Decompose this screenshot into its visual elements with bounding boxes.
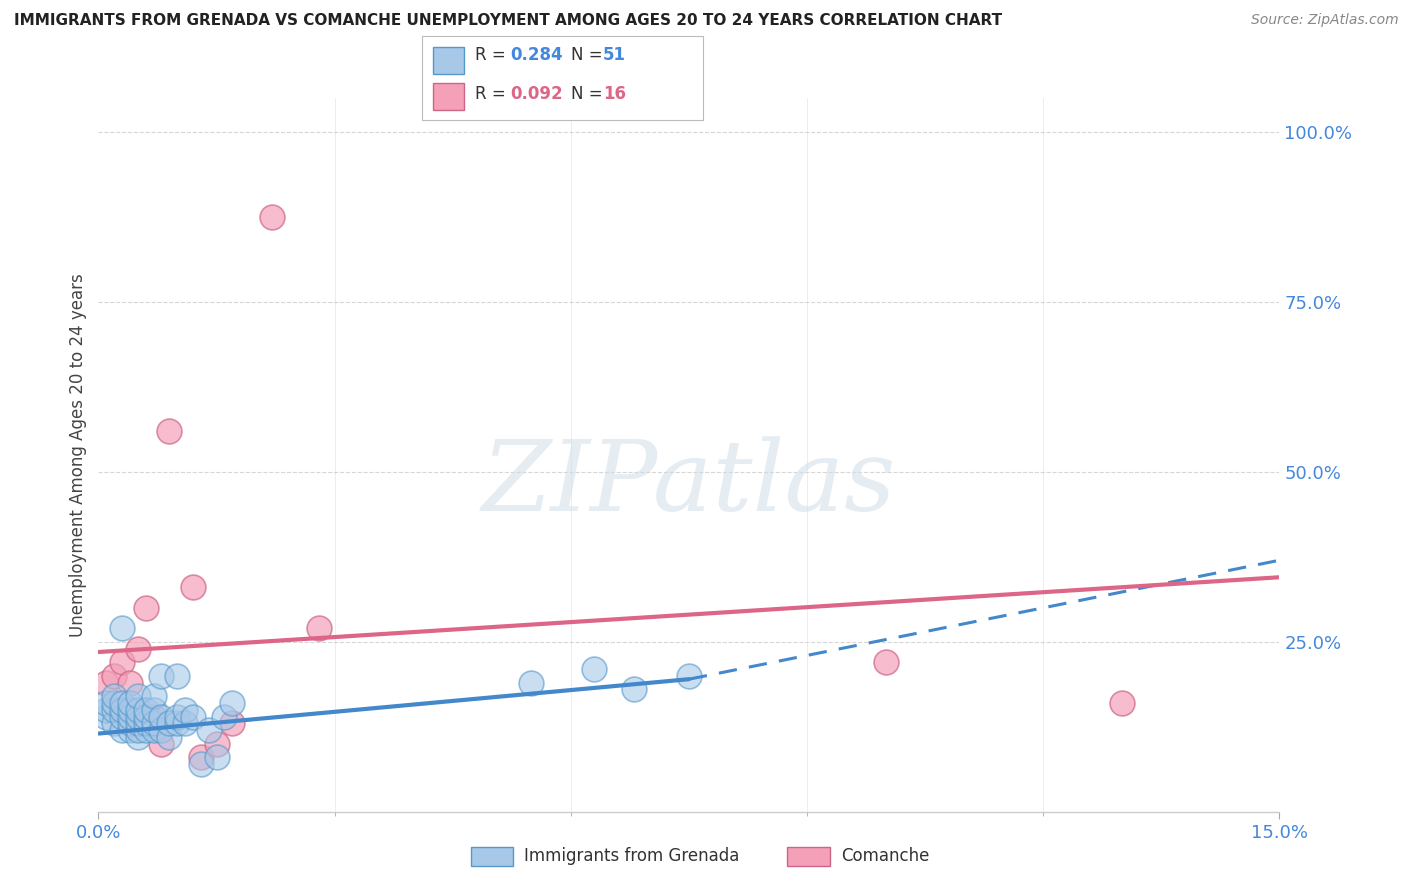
Point [875,655,897,669]
Point [103,703,125,717]
Y-axis label: Unemployment Among Ages 20 to 24 years: Unemployment Among Ages 20 to 24 years [69,273,87,637]
Point [190,750,212,764]
Point [127,641,149,656]
Point [214,709,236,723]
Point [111,655,134,669]
Point [221,696,243,710]
Point [181,709,204,723]
Point [166,669,188,683]
Point [150,723,173,738]
Point [1111,696,1133,710]
Point [103,669,125,683]
Point [127,730,149,744]
Point [96,675,118,690]
Point [127,689,149,703]
Point [174,703,197,717]
Point [150,737,173,751]
Text: ZIPatlas: ZIPatlas [482,436,896,531]
Point [205,750,228,764]
Point [127,723,149,738]
Point [111,696,134,710]
Text: 0.284: 0.284 [510,46,562,64]
Point [142,689,165,703]
Point [150,669,173,683]
Point [157,730,180,744]
Point [127,709,149,723]
Point [135,709,157,723]
Point [166,709,188,723]
Point [118,723,141,738]
Point [111,723,134,738]
Point [127,703,149,717]
Point [678,669,700,683]
Point [127,716,149,731]
Point [135,600,157,615]
Point [135,716,157,731]
Point [135,703,157,717]
Text: N =: N = [571,85,607,103]
Point [103,689,125,703]
Point [221,716,243,731]
Point [308,621,330,635]
Point [166,716,188,731]
Point [118,696,141,710]
Point [205,737,228,751]
Point [118,716,141,731]
Point [142,709,165,723]
Text: R =: R = [475,85,512,103]
Text: IMMIGRANTS FROM GRENADA VS COMANCHE UNEMPLOYMENT AMONG AGES 20 TO 24 YEARS CORRE: IMMIGRANTS FROM GRENADA VS COMANCHE UNEM… [14,13,1002,29]
Point [111,709,134,723]
Point [118,703,141,717]
Text: N =: N = [571,46,607,64]
Point [150,709,173,723]
Point [96,696,118,710]
Point [190,757,212,772]
Text: Comanche: Comanche [841,847,929,865]
Point [174,716,197,731]
Point [197,723,219,738]
Point [260,210,283,224]
Point [142,703,165,717]
Point [520,675,543,690]
Point [96,709,118,723]
Point [157,424,180,438]
Point [111,703,134,717]
Point [111,621,134,635]
Text: Source: ZipAtlas.com: Source: ZipAtlas.com [1251,13,1399,28]
Text: 16: 16 [603,85,626,103]
Text: 0.092: 0.092 [510,85,562,103]
Text: 51: 51 [603,46,626,64]
Point [157,716,180,731]
Text: Immigrants from Grenada: Immigrants from Grenada [524,847,740,865]
Point [142,716,165,731]
Point [135,723,157,738]
Point [103,696,125,710]
Point [142,723,165,738]
Point [623,682,645,697]
Point [583,662,606,676]
Point [118,709,141,723]
Point [96,703,118,717]
Text: R =: R = [475,46,512,64]
Point [103,716,125,731]
Point [118,675,141,690]
Point [181,581,204,595]
